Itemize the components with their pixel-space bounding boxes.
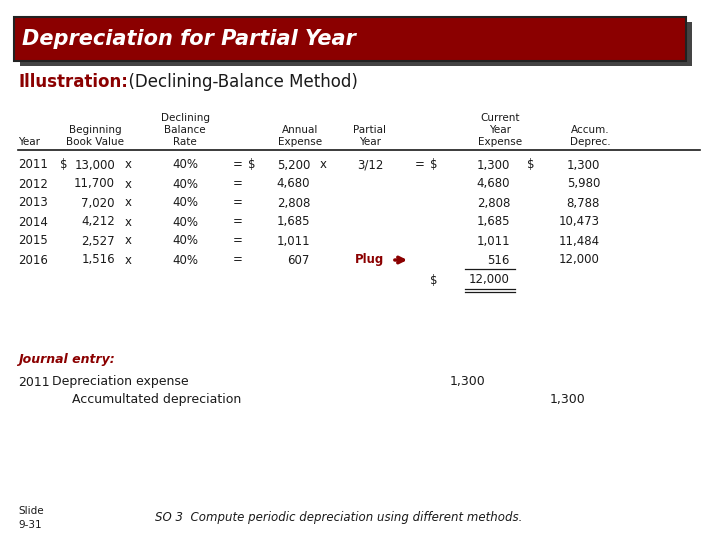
Text: 1,011: 1,011 bbox=[276, 234, 310, 247]
Text: =: = bbox=[233, 197, 243, 210]
Text: Journal entry:: Journal entry: bbox=[18, 354, 114, 367]
Text: 3/12: 3/12 bbox=[357, 159, 383, 172]
Text: $: $ bbox=[527, 159, 534, 172]
Text: Depreciation for Partial Year: Depreciation for Partial Year bbox=[22, 29, 356, 49]
Text: Partial: Partial bbox=[354, 125, 387, 135]
Text: Declining: Declining bbox=[161, 113, 210, 123]
Text: =: = bbox=[233, 253, 243, 267]
Text: Rate: Rate bbox=[173, 137, 197, 147]
Text: 5,200: 5,200 bbox=[276, 159, 310, 172]
Text: 2015: 2015 bbox=[18, 234, 48, 247]
Text: Expense: Expense bbox=[278, 137, 322, 147]
Text: 1,300: 1,300 bbox=[550, 394, 586, 407]
Text: 40%: 40% bbox=[172, 234, 198, 247]
Text: x: x bbox=[125, 215, 132, 228]
Text: 8,788: 8,788 bbox=[567, 197, 600, 210]
Text: 1,300: 1,300 bbox=[477, 159, 510, 172]
Text: 40%: 40% bbox=[172, 159, 198, 172]
Text: Slide
9-31: Slide 9-31 bbox=[18, 507, 44, 530]
Text: Year: Year bbox=[359, 137, 381, 147]
Text: x: x bbox=[125, 197, 132, 210]
Text: 2011: 2011 bbox=[18, 159, 48, 172]
Text: 2013: 2013 bbox=[18, 197, 48, 210]
Text: 2,808: 2,808 bbox=[477, 197, 510, 210]
Text: =: = bbox=[233, 234, 243, 247]
Text: x: x bbox=[125, 159, 132, 172]
Text: 4,680: 4,680 bbox=[276, 178, 310, 191]
Text: 1,011: 1,011 bbox=[477, 234, 510, 247]
Text: 5,980: 5,980 bbox=[567, 178, 600, 191]
Text: 40%: 40% bbox=[172, 197, 198, 210]
Text: =: = bbox=[233, 215, 243, 228]
Text: 11,700: 11,700 bbox=[74, 178, 115, 191]
Text: 12,000: 12,000 bbox=[469, 273, 510, 287]
Text: Depreciation expense: Depreciation expense bbox=[52, 375, 189, 388]
Text: (Declining-Balance Method): (Declining-Balance Method) bbox=[118, 73, 358, 91]
Text: Plug: Plug bbox=[355, 253, 384, 267]
Text: 1,300: 1,300 bbox=[450, 375, 486, 388]
Text: $: $ bbox=[248, 159, 256, 172]
Text: $: $ bbox=[430, 159, 438, 172]
Text: =: = bbox=[233, 159, 243, 172]
Text: 13,000: 13,000 bbox=[74, 159, 115, 172]
Text: Expense: Expense bbox=[478, 137, 522, 147]
Text: Accumultated depreciation: Accumultated depreciation bbox=[72, 394, 241, 407]
Text: 1,685: 1,685 bbox=[477, 215, 510, 228]
Text: =: = bbox=[233, 178, 243, 191]
Text: 1,516: 1,516 bbox=[81, 253, 115, 267]
Text: 40%: 40% bbox=[172, 253, 198, 267]
Text: Current: Current bbox=[480, 113, 520, 123]
Text: Accum.: Accum. bbox=[571, 125, 609, 135]
Text: 2016: 2016 bbox=[18, 253, 48, 267]
Text: Beginning: Beginning bbox=[68, 125, 121, 135]
Text: 516: 516 bbox=[487, 253, 510, 267]
Text: 4,212: 4,212 bbox=[81, 215, 115, 228]
Text: 1,300: 1,300 bbox=[567, 159, 600, 172]
Text: 2012: 2012 bbox=[18, 178, 48, 191]
Text: $: $ bbox=[60, 159, 68, 172]
Text: SO 3  Compute periodic depreciation using different methods.: SO 3 Compute periodic depreciation using… bbox=[155, 511, 523, 524]
Text: x: x bbox=[320, 159, 327, 172]
Text: x: x bbox=[125, 178, 132, 191]
Text: 11,484: 11,484 bbox=[559, 234, 600, 247]
Text: 2,527: 2,527 bbox=[81, 234, 115, 247]
Text: 2014: 2014 bbox=[18, 215, 48, 228]
Text: 12,000: 12,000 bbox=[559, 253, 600, 267]
Text: 10,473: 10,473 bbox=[559, 215, 600, 228]
Text: Deprec.: Deprec. bbox=[570, 137, 611, 147]
Text: 1,685: 1,685 bbox=[276, 215, 310, 228]
Text: Book Value: Book Value bbox=[66, 137, 124, 147]
Text: Illustration:: Illustration: bbox=[18, 73, 128, 91]
Text: Balance: Balance bbox=[164, 125, 206, 135]
Text: 4,680: 4,680 bbox=[477, 178, 510, 191]
Text: 607: 607 bbox=[287, 253, 310, 267]
Text: x: x bbox=[125, 234, 132, 247]
Text: 2011: 2011 bbox=[18, 375, 50, 388]
Bar bbox=[14, 17, 686, 61]
Text: Year: Year bbox=[18, 137, 40, 147]
Text: Annual: Annual bbox=[282, 125, 318, 135]
Bar bbox=[20, 22, 692, 66]
Text: 40%: 40% bbox=[172, 215, 198, 228]
Text: $: $ bbox=[430, 273, 438, 287]
Text: x: x bbox=[125, 253, 132, 267]
Text: =: = bbox=[415, 159, 425, 172]
Text: Year: Year bbox=[489, 125, 511, 135]
Text: 2,808: 2,808 bbox=[276, 197, 310, 210]
Text: 7,020: 7,020 bbox=[81, 197, 115, 210]
Text: 40%: 40% bbox=[172, 178, 198, 191]
